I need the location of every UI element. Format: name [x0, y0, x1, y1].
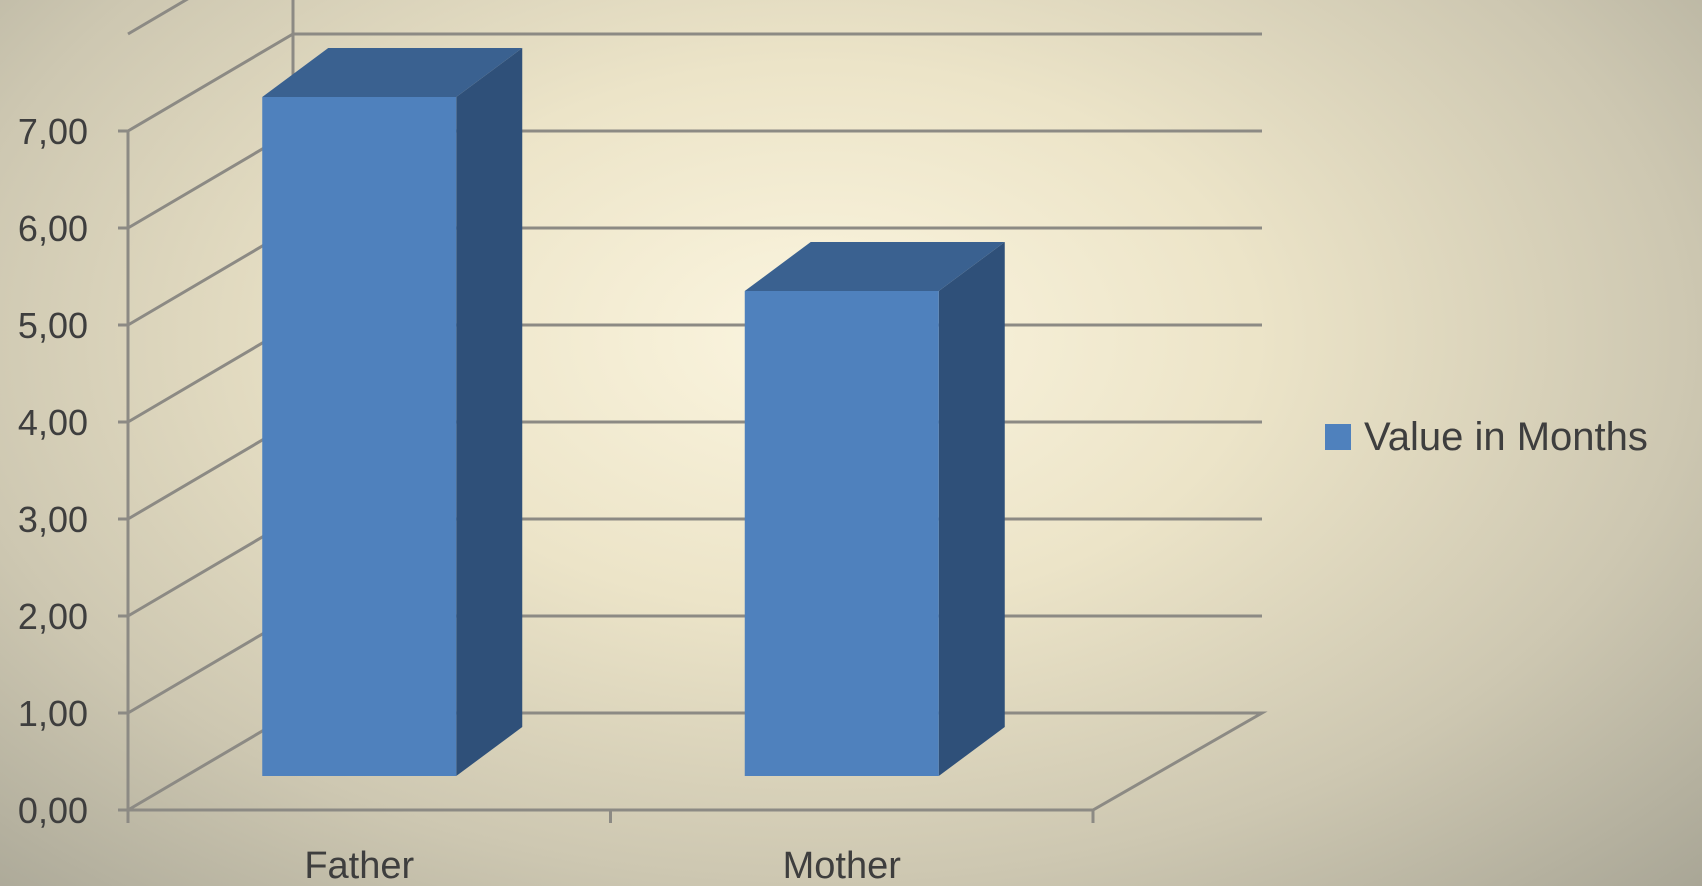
y-tick-label: 1,00 — [18, 693, 88, 734]
legend: Value in Months — [1325, 415, 1648, 459]
bar — [744, 242, 1005, 776]
y-tick-label: 2,00 — [18, 596, 88, 637]
y-axis-ticks: 0,00 1,00 2,00 3,00 4,00 5,00 6,00 7,00 — [18, 111, 128, 831]
bar — [262, 48, 523, 776]
bars — [262, 48, 1005, 776]
x-category-label: Mother — [783, 845, 902, 886]
bar-side — [938, 242, 1005, 776]
bar-top — [744, 242, 1005, 291]
legend-swatch — [1325, 424, 1351, 450]
y-tick-label: 6,00 — [18, 208, 88, 249]
x-category-label: Father — [304, 845, 414, 886]
gridline — [127, 0, 189, 36]
y-tick-label: 7,00 — [18, 111, 88, 152]
y-tick-label: 0,00 — [18, 790, 88, 831]
y-tick-label: 5,00 — [18, 305, 88, 346]
x-axis-categories: Father Mother — [304, 845, 901, 886]
floor — [122, 711, 1268, 812]
bar-top — [262, 48, 523, 97]
y-tick-label: 4,00 — [18, 402, 88, 443]
y-tick-label: 3,00 — [18, 499, 88, 540]
bar-side — [456, 48, 523, 776]
legend-label: Value in Months — [1364, 415, 1648, 459]
bar-front — [744, 291, 939, 776]
bar-front — [262, 97, 457, 776]
